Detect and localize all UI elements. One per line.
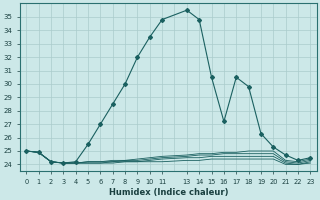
X-axis label: Humidex (Indice chaleur): Humidex (Indice chaleur) bbox=[108, 188, 228, 197]
